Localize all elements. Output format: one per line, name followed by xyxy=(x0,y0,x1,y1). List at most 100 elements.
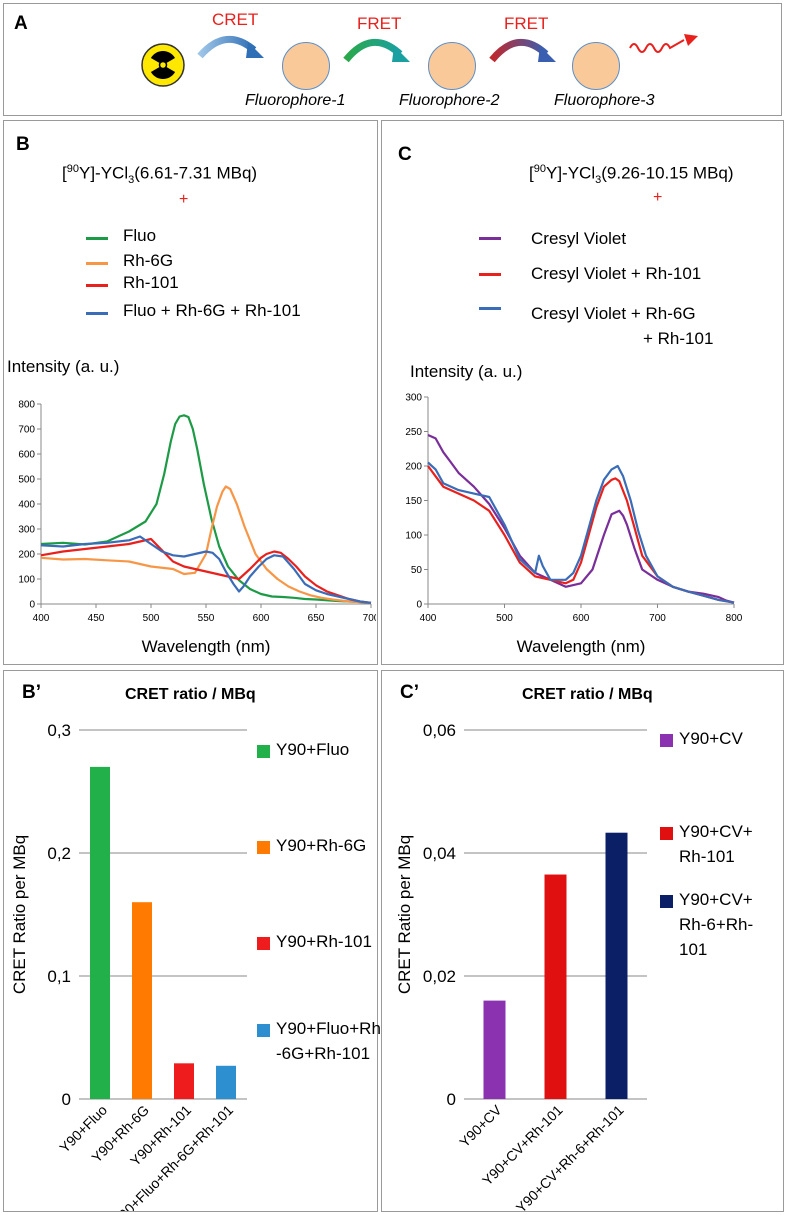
panel-a-label: A xyxy=(14,13,28,34)
bar-chart-c: 0 0,02 0,04 0,06 CRET Ratio per MBq Y90+CVY90… xyxy=(395,721,647,1211)
y-tick-label: 0 xyxy=(29,600,35,611)
legend-swatch-cv xyxy=(479,237,501,240)
fluorophore-3-label: Fluorophore-3 xyxy=(554,92,655,109)
bar-legend-swatch-3 xyxy=(257,1024,270,1037)
bar-legend-c-swatch-2 xyxy=(660,895,673,908)
panel-b-title: [90Y]-YCl3(6.61-7.31 MBq) xyxy=(62,163,258,187)
y-tick-label: 100 xyxy=(405,531,422,542)
bar-legend-c-label-2b: Rh-6+Rh- xyxy=(679,915,754,934)
x-category-label: Y90+CV+Rh-6+Rh-101 xyxy=(513,1102,627,1211)
x-tick-label: 700 xyxy=(649,613,666,624)
series-line-2 xyxy=(40,537,372,604)
legend-swatch-rh101 xyxy=(86,284,108,287)
legend-label-fluo: Fluo xyxy=(123,226,157,245)
bar-legend-label-0: Y90+Fluo xyxy=(276,740,350,759)
x-tick-label: 700 xyxy=(363,613,376,624)
series-line-2 xyxy=(427,461,735,604)
y-tick-label: 800 xyxy=(18,400,35,411)
panel-b-prime: B’ CRET ratio / MBq 0 0,1 0,2 0,3 CRET Ratio… xyxy=(3,670,381,1212)
y-axis-title: CRET Ratio per MBq xyxy=(395,835,414,994)
y-tick-label: 200 xyxy=(18,550,35,561)
series-line-1 xyxy=(40,485,372,604)
panel-b-label: B xyxy=(16,134,30,155)
series-line-0 xyxy=(40,414,372,604)
x-tick-label: 600 xyxy=(573,613,590,624)
radiation-icon xyxy=(141,43,185,87)
y-tick-label: 600 xyxy=(18,450,35,461)
panel-c-prime-label: C’ xyxy=(400,682,419,703)
x-axis-title: Wavelength (nm) xyxy=(142,637,271,656)
bar-legend-c-swatch-0 xyxy=(660,734,673,747)
panel-c-label: C xyxy=(398,144,412,165)
bar-0 xyxy=(90,766,110,1099)
curved-arrow-icon xyxy=(197,35,264,59)
bar-chart-c-title: CRET ratio / MBq xyxy=(522,686,653,703)
x-tick-label: 500 xyxy=(143,613,160,624)
panel-b: B [90Y]-YCl3(6.61-7.31 MBq) + Fluo Rh-6G… xyxy=(3,120,378,665)
x-tick-label: 450 xyxy=(88,613,105,624)
y-tick-label: 150 xyxy=(405,496,422,507)
panel-c-title: [90Y]-YCl3(9.26-10.15 MBq) xyxy=(529,163,734,187)
series-line-3 xyxy=(40,535,372,604)
fluorophore-3-circle xyxy=(572,42,620,90)
y-tick-label: 0 xyxy=(416,600,422,611)
panel-c-ylabel: Intensity (a. u.) xyxy=(410,362,523,381)
y-tick-label: 400 xyxy=(18,500,35,511)
fluorophore-1-circle xyxy=(282,42,330,90)
x-tick-label: 400 xyxy=(420,613,437,624)
bar-3 xyxy=(216,1065,236,1099)
legend-swatch-rh6g xyxy=(86,262,108,265)
legend-label-cv-mix: Cresyl Violet + Rh-6G xyxy=(531,304,696,323)
panel-c-plus: + xyxy=(653,189,663,206)
bar-2 xyxy=(605,832,628,1099)
y-tick-label: 0,04 xyxy=(423,844,456,863)
fret-arrow-label-2: FRET xyxy=(504,14,549,33)
y-tick-label: 300 xyxy=(18,525,35,536)
fluorophore-2-label: Fluorophore-2 xyxy=(399,92,500,109)
legend-label-mix: Fluo + Rh-6G + Rh-101 xyxy=(123,301,301,320)
bar-legend-c-swatch-1 xyxy=(660,827,673,840)
x-axis-title: Wavelength (nm) xyxy=(517,637,646,656)
panel-a: A CRET FRET FRET Fluorophore-1 Fluoropho… xyxy=(3,3,782,116)
y-tick-label: 200 xyxy=(405,462,422,473)
y-tick-label: 0,2 xyxy=(47,844,71,863)
bar-legend-c-label-2c: 101 xyxy=(679,940,708,959)
fluorophore-1-label: Fluorophore-1 xyxy=(245,92,346,109)
fret-arrow-label-1: FRET xyxy=(357,14,402,33)
bar-1 xyxy=(132,902,152,1099)
bar-legend-swatch-2 xyxy=(257,937,270,950)
legend-label-cv-mix-line2: + Rh-101 xyxy=(643,329,714,348)
bar-chart-b-title: CRET ratio / MBq xyxy=(125,686,256,703)
bar-legend-c-label-0: Y90+CV xyxy=(679,729,743,748)
curved-arrow-icon-red xyxy=(489,38,556,63)
y-tick-label: 0,02 xyxy=(423,967,456,986)
y-axis-title: CRET Ratio per MBq xyxy=(10,835,29,994)
legend-label-cv: Cresyl Violet xyxy=(531,229,627,248)
x-tick-label: 400 xyxy=(33,613,50,624)
bar-legend-c-label-1a: Y90+CV+ xyxy=(679,822,753,841)
fluorophore-2-circle xyxy=(428,42,476,90)
legend-swatch-cv-mix xyxy=(479,307,501,310)
y-tick-label: 0 xyxy=(62,1090,71,1109)
x-tick-label: 650 xyxy=(308,613,325,624)
bar-legend-swatch-0 xyxy=(257,745,270,758)
y-tick-label: 500 xyxy=(18,475,35,486)
bar-legend-label-2: Y90+Rh-101 xyxy=(276,932,372,951)
x-tick-label: 500 xyxy=(496,613,513,624)
bar-legend-label-1: Y90+Rh-6G xyxy=(276,836,367,855)
y-tick-label: 0 xyxy=(447,1090,456,1109)
spectra-chart-b: 0 100 200 300 400 500 600 700 800 400 450 500 550 600… xyxy=(18,400,376,657)
x-tick-label: 550 xyxy=(198,613,215,624)
legend-swatch-cv-rh101 xyxy=(479,273,501,276)
y-tick-label: 250 xyxy=(405,427,422,438)
y-tick-label: 0,1 xyxy=(47,967,71,986)
y-tick-label: 50 xyxy=(411,565,423,576)
y-tick-label: 0,3 xyxy=(47,721,71,740)
panel-c: C [90Y]-YCl3(9.26-10.15 MBq) + Cresyl Vi… xyxy=(381,120,784,665)
y-tick-label: 100 xyxy=(18,575,35,586)
bar-legend-label-3a: Y90+Fluo+Rh xyxy=(276,1019,381,1038)
spectra-chart-c: 0 50 100 150 200 250 300 400 500 600 700 800 Wavelen… xyxy=(405,393,742,657)
bar-legend-label-3b: -6G+Rh-101 xyxy=(276,1044,371,1063)
y-tick-label: 300 xyxy=(405,393,422,404)
